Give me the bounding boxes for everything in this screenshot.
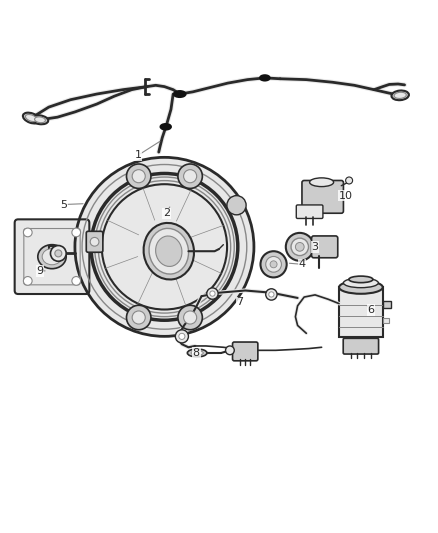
Ellipse shape — [155, 236, 182, 266]
Ellipse shape — [187, 349, 207, 357]
Text: 8: 8 — [193, 348, 200, 358]
Ellipse shape — [174, 92, 185, 96]
Circle shape — [90, 237, 99, 246]
FancyBboxPatch shape — [343, 338, 378, 354]
Text: 7: 7 — [237, 297, 244, 308]
Circle shape — [291, 238, 308, 256]
Circle shape — [127, 164, 151, 189]
Circle shape — [72, 277, 81, 285]
Circle shape — [55, 250, 62, 257]
Text: 10: 10 — [339, 191, 353, 201]
Circle shape — [266, 289, 277, 300]
Circle shape — [295, 243, 304, 251]
Ellipse shape — [310, 178, 334, 187]
Text: 1: 1 — [135, 150, 142, 160]
FancyBboxPatch shape — [302, 181, 343, 213]
Circle shape — [175, 330, 188, 343]
FancyBboxPatch shape — [14, 220, 89, 294]
Ellipse shape — [161, 124, 170, 129]
Circle shape — [261, 251, 287, 277]
Circle shape — [23, 228, 32, 237]
Ellipse shape — [339, 281, 383, 294]
Bar — [339, 287, 383, 337]
Ellipse shape — [32, 115, 48, 124]
Ellipse shape — [149, 228, 188, 274]
Circle shape — [207, 288, 218, 299]
Bar — [383, 302, 392, 308]
Circle shape — [50, 246, 66, 261]
Bar — [383, 318, 389, 323]
Circle shape — [226, 346, 234, 354]
Text: 6: 6 — [367, 305, 374, 315]
Circle shape — [102, 184, 227, 310]
Circle shape — [266, 256, 282, 272]
Circle shape — [210, 291, 215, 296]
Ellipse shape — [23, 112, 39, 124]
Ellipse shape — [394, 92, 406, 99]
Circle shape — [184, 311, 197, 324]
FancyBboxPatch shape — [233, 342, 258, 361]
Text: 2: 2 — [163, 208, 170, 218]
FancyBboxPatch shape — [311, 236, 338, 258]
Circle shape — [132, 169, 145, 183]
Circle shape — [75, 157, 254, 336]
Ellipse shape — [144, 223, 194, 279]
Circle shape — [132, 311, 145, 324]
Ellipse shape — [38, 245, 66, 269]
Circle shape — [227, 196, 246, 215]
FancyBboxPatch shape — [296, 205, 323, 219]
Circle shape — [178, 164, 202, 189]
Ellipse shape — [191, 351, 203, 356]
Circle shape — [127, 305, 151, 330]
Circle shape — [179, 333, 185, 340]
Circle shape — [178, 305, 202, 330]
Text: 3: 3 — [311, 242, 318, 252]
Text: 4: 4 — [298, 260, 306, 269]
Circle shape — [23, 277, 32, 285]
Text: 9: 9 — [36, 266, 43, 276]
Circle shape — [184, 169, 197, 183]
Ellipse shape — [35, 117, 46, 123]
Ellipse shape — [349, 276, 373, 282]
Circle shape — [269, 292, 274, 297]
Circle shape — [346, 177, 353, 184]
Circle shape — [72, 228, 81, 237]
Ellipse shape — [343, 278, 378, 288]
Text: 5: 5 — [60, 199, 67, 209]
Ellipse shape — [392, 91, 409, 100]
Circle shape — [286, 233, 314, 261]
Circle shape — [270, 261, 277, 268]
Ellipse shape — [42, 248, 62, 265]
Ellipse shape — [260, 75, 270, 80]
Circle shape — [98, 181, 231, 313]
FancyBboxPatch shape — [86, 231, 103, 252]
Ellipse shape — [25, 115, 37, 122]
